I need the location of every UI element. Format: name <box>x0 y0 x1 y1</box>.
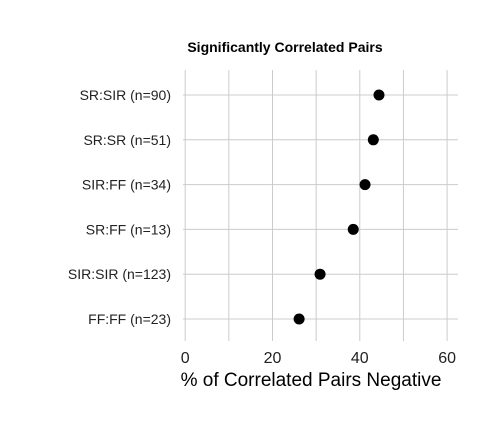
x-tick-label: 20 <box>264 350 282 367</box>
y-tick-label: SR:FF (n=13) <box>86 221 171 237</box>
data-point <box>373 89 385 101</box>
data-point <box>359 179 371 191</box>
x-tick-label: 60 <box>438 350 456 367</box>
y-tick-label: SR:SIR (n=90) <box>80 87 171 103</box>
x-axis-label: % of Correlated Pairs Negative <box>181 370 442 391</box>
grid-layer <box>183 70 458 341</box>
y-axis-ticks: SR:SIR (n=90) SR:SR (n=51) SIR:FF (n=34) SR… <box>68 87 171 327</box>
data-point <box>347 223 359 235</box>
points-layer <box>293 89 385 325</box>
x-tick-label: 40 <box>351 350 369 367</box>
x-axis-ticks: 0 20 40 60 <box>181 350 456 367</box>
y-tick-label: SIR:SIR (n=123) <box>68 266 171 282</box>
data-point <box>293 313 305 325</box>
y-tick-label: SIR:FF (n=34) <box>82 177 171 193</box>
y-tick-label: SR:SR (n=51) <box>83 132 171 148</box>
chart-title: Significantly Correlated Pairs <box>187 39 382 55</box>
data-point <box>367 134 379 146</box>
y-tick-label: FF:FF (n=23) <box>88 311 171 327</box>
x-tick-label: 0 <box>181 350 190 367</box>
data-point <box>314 268 326 280</box>
